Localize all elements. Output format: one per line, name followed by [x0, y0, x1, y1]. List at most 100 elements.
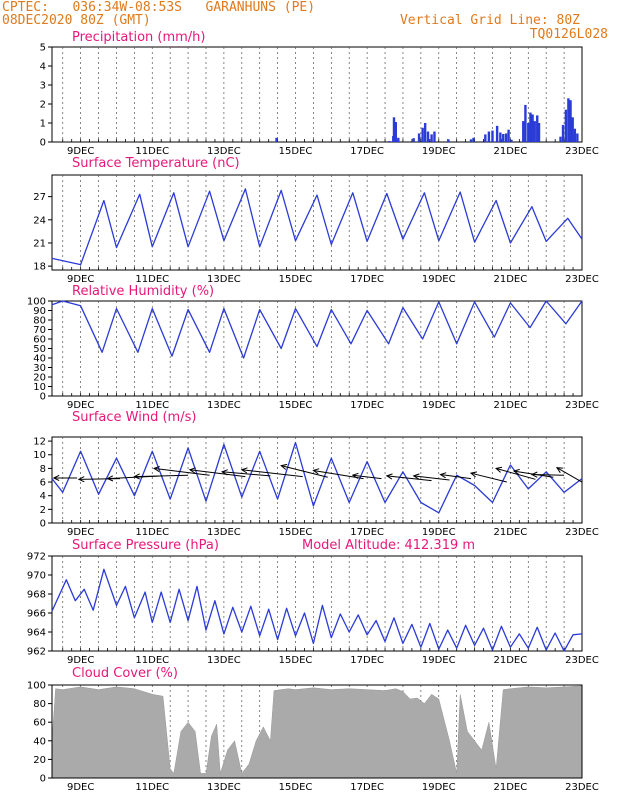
precip-bar [421, 127, 424, 142]
x-tick-label: 15DEC [279, 274, 313, 285]
x-tick-label: 21DEC [494, 146, 528, 157]
precip-bar [571, 117, 574, 142]
y-tick-label: 60 [33, 718, 46, 729]
plot-frame [51, 174, 583, 271]
precip-bar [394, 122, 397, 142]
x-tick-label: 21DEC [494, 400, 528, 411]
y-tick-label: 1 [40, 119, 46, 130]
y-tick-label: 2 [40, 100, 46, 111]
wind-arrow-head [495, 466, 503, 473]
x-tick-label: 17DEC [350, 782, 384, 793]
header-model-id: TQ0126L028 [529, 27, 608, 42]
y-tick-label: 21 [33, 238, 46, 249]
y-tick-label: 962 [27, 647, 46, 658]
wind-arrow-head [412, 473, 420, 480]
precip-bar [472, 137, 475, 142]
cloud-cover-area [51, 685, 583, 779]
y-tick-label: 2 [40, 505, 46, 516]
wind-arrow [241, 469, 303, 478]
x-tick-label: 17DEC [350, 655, 384, 666]
x-tick-label: 13DEC [207, 655, 241, 666]
y-tick-label: 0 [40, 138, 46, 149]
wind-arrow-head [240, 467, 248, 474]
chart-panel-3: 9DEC 11DEC 13DEC 15DEC 17DEC 19DEC 21DEC 23DEC 0… [33, 410, 599, 538]
precip-bar [561, 124, 565, 142]
x-tick-label: 17DEC [350, 527, 384, 538]
chart-title: Surface Temperature (nC) [72, 156, 240, 171]
y-tick-label: 966 [27, 609, 46, 620]
wind-arrow-head [351, 472, 359, 479]
y-tick-label: 0 [40, 519, 46, 530]
wind-arrow-head [439, 472, 447, 479]
chart-panel-2: 9DEC 11DEC 13DEC 15DEC 17DEC 19DEC 21DEC 23DEC 0… [27, 284, 599, 411]
plot-frame [51, 436, 583, 524]
x-tick-label: 13DEC [207, 400, 241, 411]
y-tick-label: 80 [33, 316, 46, 327]
x-tick-label: 15DEC [279, 400, 313, 411]
y-tick-label: 964 [27, 628, 46, 639]
y-tick-label: 10 [33, 450, 46, 461]
precip-bar [564, 109, 568, 142]
wind-arrow-head [312, 468, 320, 475]
chart-title: Precipitation (mm/h) [72, 30, 205, 45]
wind-arrow [281, 465, 328, 478]
x-tick-label: 9DEC [67, 782, 94, 793]
wind-arrow [189, 469, 246, 478]
precip-bar [536, 115, 539, 142]
y-tick-label: 40 [33, 354, 46, 365]
x-tick-label: 11DEC [135, 782, 169, 793]
precip-bar [529, 112, 532, 142]
x-tick-label: 23DEC [565, 274, 599, 285]
precip-bar [423, 123, 427, 142]
precip-bar [484, 134, 487, 142]
wind-arrow-head [220, 469, 228, 476]
wind-arrow-head [280, 463, 288, 470]
plot-frame [51, 300, 583, 397]
x-tick-label: 13DEC [207, 527, 241, 538]
x-tick-label: 11DEC [135, 655, 169, 666]
precip-bar [430, 134, 433, 142]
series-line [51, 441, 583, 514]
wind-arrow-head [188, 467, 196, 474]
x-tick-label: 9DEC [67, 527, 94, 538]
wind-arrow [413, 475, 450, 481]
precip-bar [524, 104, 527, 142]
precip-bar [469, 139, 473, 142]
wind-arrow-head [530, 471, 538, 478]
y-tick-label: 20 [33, 755, 46, 766]
wind-arrow-head [469, 471, 478, 478]
chart-title: Surface Wind (m/s) [72, 410, 196, 425]
precip-bar [507, 129, 510, 142]
precip-bar [275, 137, 278, 142]
y-tick-label: 3 [40, 81, 46, 92]
x-tick-label: 17DEC [350, 400, 384, 411]
y-tick-label: 4 [40, 491, 46, 502]
wind-arrow-head [512, 468, 520, 475]
y-tick-label: 80 [33, 699, 46, 710]
wind-arrow [531, 474, 565, 476]
precip-bar [533, 121, 536, 142]
plot-frame [51, 46, 583, 143]
y-tick-label: 100 [27, 297, 46, 308]
x-tick-label: 23DEC [565, 527, 599, 538]
precip-bar [447, 139, 450, 142]
x-tick-label: 19DEC [422, 400, 456, 411]
x-tick-label: 11DEC [135, 400, 169, 411]
wind-arrow-head [152, 466, 160, 473]
chart-title: Relative Humidity (%) [72, 284, 214, 299]
series-line [51, 188, 583, 266]
y-tick-label: 970 [27, 571, 46, 582]
y-tick-label: 27 [33, 192, 46, 203]
precip-bar [504, 133, 508, 142]
precip-bar [502, 134, 505, 142]
y-tick-label: 50 [33, 344, 46, 355]
precip-bar [559, 136, 562, 142]
x-tick-label: 11DEC [135, 274, 169, 285]
wind-arrow [386, 475, 432, 482]
x-tick-label: 17DEC [350, 274, 384, 285]
wind-arrow-head [133, 473, 141, 480]
x-tick-label: 21DEC [494, 655, 528, 666]
precip-bar [487, 131, 491, 142]
x-tick-label: 21DEC [494, 782, 528, 793]
